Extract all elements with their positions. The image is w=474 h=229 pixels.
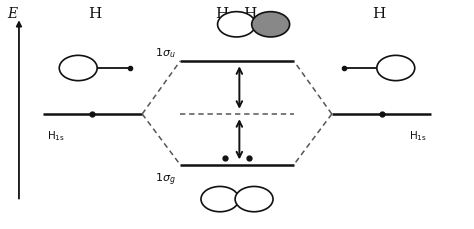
- Text: $1\sigma_u$: $1\sigma_u$: [155, 46, 175, 60]
- Text: H: H: [373, 7, 386, 21]
- Text: $\mathrm{H_{1s}}$: $\mathrm{H_{1s}}$: [409, 128, 427, 142]
- Ellipse shape: [235, 187, 273, 212]
- Text: H: H: [88, 7, 101, 21]
- Text: $1\sigma_g$: $1\sigma_g$: [155, 170, 175, 187]
- Text: E: E: [7, 7, 17, 21]
- Text: $\mathrm{H_{1s}}$: $\mathrm{H_{1s}}$: [47, 128, 65, 142]
- Ellipse shape: [201, 187, 239, 212]
- Ellipse shape: [377, 56, 415, 81]
- Text: H - H: H - H: [216, 7, 258, 21]
- Ellipse shape: [252, 13, 290, 38]
- Ellipse shape: [218, 13, 255, 38]
- Ellipse shape: [59, 56, 97, 81]
